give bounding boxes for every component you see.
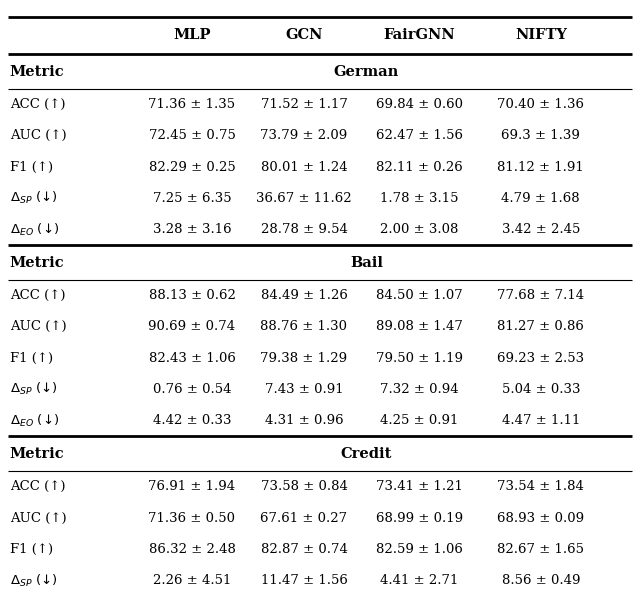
Text: 73.58 ± 0.84: 73.58 ± 0.84: [260, 480, 348, 493]
Text: 90.69 ± 0.74: 90.69 ± 0.74: [148, 320, 236, 334]
Text: 71.36 ± 1.35: 71.36 ± 1.35: [148, 98, 236, 111]
Text: 36.67 ± 11.62: 36.67 ± 11.62: [256, 192, 352, 205]
Text: 11.47 ± 1.56: 11.47 ± 1.56: [260, 574, 348, 587]
Text: 82.29 ± 0.25: 82.29 ± 0.25: [148, 160, 236, 174]
Text: 4.31 ± 0.96: 4.31 ± 0.96: [265, 414, 343, 427]
Text: 62.47 ± 1.56: 62.47 ± 1.56: [376, 129, 463, 142]
Text: 76.91 ± 1.94: 76.91 ± 1.94: [148, 480, 236, 493]
Text: ACC (↑): ACC (↑): [10, 289, 65, 302]
Text: 72.45 ± 0.75: 72.45 ± 0.75: [148, 129, 236, 142]
Text: $\Delta_{EO}$ (↓): $\Delta_{EO}$ (↓): [10, 413, 59, 429]
Text: 82.87 ± 0.74: 82.87 ± 0.74: [260, 543, 348, 556]
Text: 84.50 ± 1.07: 84.50 ± 1.07: [376, 289, 463, 302]
Text: 3.28 ± 3.16: 3.28 ± 3.16: [153, 223, 231, 236]
Text: $\Delta_{EO}$ (↓): $\Delta_{EO}$ (↓): [10, 222, 59, 237]
Text: 68.99 ± 0.19: 68.99 ± 0.19: [376, 511, 463, 525]
Text: 73.41 ± 1.21: 73.41 ± 1.21: [376, 480, 463, 493]
Text: 2.00 ± 3.08: 2.00 ± 3.08: [380, 223, 458, 236]
Text: 70.40 ± 1.36: 70.40 ± 1.36: [497, 98, 584, 111]
Text: $\Delta_{SP}$ (↓): $\Delta_{SP}$ (↓): [10, 191, 57, 206]
Text: 68.93 ± 0.09: 68.93 ± 0.09: [497, 511, 584, 525]
Text: 82.59 ± 1.06: 82.59 ± 1.06: [376, 543, 463, 556]
Text: German: German: [334, 64, 399, 79]
Text: 82.11 ± 0.26: 82.11 ± 0.26: [376, 160, 463, 174]
Text: 84.49 ± 1.26: 84.49 ± 1.26: [260, 289, 348, 302]
Text: 4.79 ± 1.68: 4.79 ± 1.68: [502, 192, 580, 205]
Text: 7.32 ± 0.94: 7.32 ± 0.94: [380, 383, 458, 396]
Text: 82.67 ± 1.65: 82.67 ± 1.65: [497, 543, 584, 556]
Text: 71.52 ± 1.17: 71.52 ± 1.17: [260, 98, 348, 111]
Text: F1 (↑): F1 (↑): [10, 352, 52, 365]
Text: 88.13 ± 0.62: 88.13 ± 0.62: [148, 289, 236, 302]
Text: GCN: GCN: [285, 28, 323, 43]
Text: 82.43 ± 1.06: 82.43 ± 1.06: [148, 352, 236, 365]
Text: FairGNN: FairGNN: [383, 28, 455, 43]
Text: ACC (↑): ACC (↑): [10, 480, 65, 493]
Text: 81.27 ± 0.86: 81.27 ± 0.86: [497, 320, 584, 334]
Text: 8.56 ± 0.49: 8.56 ± 0.49: [502, 574, 580, 587]
Text: 73.54 ± 1.84: 73.54 ± 1.84: [497, 480, 584, 493]
Text: 28.78 ± 9.54: 28.78 ± 9.54: [260, 223, 348, 236]
Text: 69.3 ± 1.39: 69.3 ± 1.39: [501, 129, 580, 142]
Text: 89.08 ± 1.47: 89.08 ± 1.47: [376, 320, 463, 334]
Text: 7.25 ± 6.35: 7.25 ± 6.35: [153, 192, 231, 205]
Text: $\Delta_{SP}$ (↓): $\Delta_{SP}$ (↓): [10, 573, 57, 588]
Text: 69.84 ± 0.60: 69.84 ± 0.60: [376, 98, 463, 111]
Text: Credit: Credit: [340, 447, 392, 461]
Text: 69.23 ± 2.53: 69.23 ± 2.53: [497, 352, 584, 365]
Text: $\Delta_{SP}$ (↓): $\Delta_{SP}$ (↓): [10, 382, 57, 397]
Text: 73.79 ± 2.09: 73.79 ± 2.09: [260, 129, 348, 142]
Text: AUC (↑): AUC (↑): [10, 320, 66, 334]
Text: 86.32 ± 2.48: 86.32 ± 2.48: [148, 543, 236, 556]
Text: 4.41 ± 2.71: 4.41 ± 2.71: [380, 574, 458, 587]
Text: 3.42 ± 2.45: 3.42 ± 2.45: [502, 223, 580, 236]
Text: 88.76 ± 1.30: 88.76 ± 1.30: [260, 320, 348, 334]
Text: 79.50 ± 1.19: 79.50 ± 1.19: [376, 352, 463, 365]
Text: NIFTY: NIFTY: [515, 28, 567, 43]
Text: 2.26 ± 4.51: 2.26 ± 4.51: [153, 574, 231, 587]
Text: Metric: Metric: [10, 447, 64, 461]
Text: 80.01 ± 1.24: 80.01 ± 1.24: [260, 160, 348, 174]
Text: MLP: MLP: [173, 28, 211, 43]
Text: 77.68 ± 7.14: 77.68 ± 7.14: [497, 289, 584, 302]
Text: Metric: Metric: [10, 255, 64, 270]
Text: 4.47 ± 1.11: 4.47 ± 1.11: [502, 414, 580, 427]
Text: AUC (↑): AUC (↑): [10, 511, 66, 525]
Text: 79.38 ± 1.29: 79.38 ± 1.29: [260, 352, 348, 365]
Text: 5.04 ± 0.33: 5.04 ± 0.33: [502, 383, 580, 396]
Text: Metric: Metric: [10, 64, 64, 79]
Text: 71.36 ± 0.50: 71.36 ± 0.50: [148, 511, 236, 525]
Text: Bail: Bail: [350, 255, 383, 270]
Text: F1 (↑): F1 (↑): [10, 543, 52, 556]
Text: 4.25 ± 0.91: 4.25 ± 0.91: [380, 414, 458, 427]
Text: 0.76 ± 0.54: 0.76 ± 0.54: [153, 383, 231, 396]
Text: 1.78 ± 3.15: 1.78 ± 3.15: [380, 192, 458, 205]
Text: 4.42 ± 0.33: 4.42 ± 0.33: [153, 414, 231, 427]
Text: 67.61 ± 0.27: 67.61 ± 0.27: [260, 511, 348, 525]
Text: F1 (↑): F1 (↑): [10, 160, 52, 174]
Text: AUC (↑): AUC (↑): [10, 129, 66, 142]
Text: ACC (↑): ACC (↑): [10, 98, 65, 111]
Text: 7.43 ± 0.91: 7.43 ± 0.91: [265, 383, 343, 396]
Text: 81.12 ± 1.91: 81.12 ± 1.91: [497, 160, 584, 174]
